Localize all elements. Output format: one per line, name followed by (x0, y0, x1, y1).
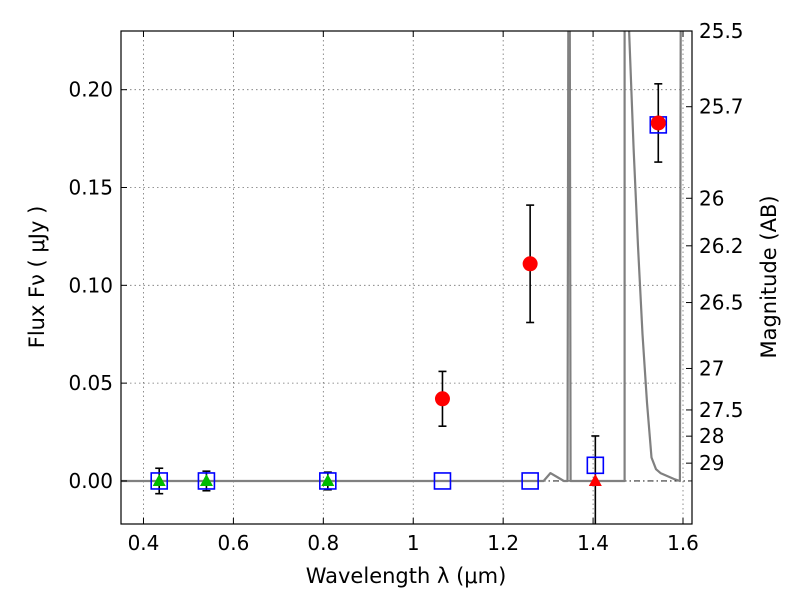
y-tick-label: 0.15 (68, 176, 113, 200)
plot-frame (120, 30, 693, 525)
mag-tick-label: 29 (699, 451, 724, 475)
data-points (150, 83, 668, 524)
model-photometry-point (433, 472, 452, 490)
x-tick-label: 0.4 (128, 531, 160, 555)
x-tick-label: 0.8 (307, 531, 339, 555)
model-curve (121, 31, 682, 483)
y-axis-label: Flux Fν ( μJy ) (25, 206, 49, 349)
mag-tick-label: 26 (699, 186, 724, 210)
model-curve-line (121, 31, 682, 483)
detection-point (434, 391, 450, 407)
x-tick-label: 1 (407, 531, 420, 555)
model-photometry-point (319, 472, 337, 490)
y-tick-label: 0.00 (68, 469, 113, 493)
mag-tick-label: 25.7 (699, 95, 744, 119)
upper-limit-point (588, 473, 602, 486)
y-tick-label: 0.10 (68, 273, 113, 297)
model-photometry-point (197, 472, 216, 490)
ticks: 0.4 0.6 0.8 1 1.2 1.4 1.6 0.00 0.05 0.10 0.15 0.20 2… (68, 19, 743, 555)
model-photometry-point (150, 472, 169, 490)
x-tick-label: 0.6 (217, 531, 249, 555)
upper-limit-point (321, 473, 335, 486)
detection-point (522, 256, 538, 272)
detection-point (650, 115, 666, 131)
y-tick-label: 0.20 (68, 78, 113, 102)
mag-tick-label: 25.5 (699, 19, 744, 43)
mag-tick-label: 28 (699, 424, 724, 448)
model-photometry-point (586, 456, 605, 475)
x-tick-label: 1.2 (487, 531, 519, 555)
model-photometry-point (521, 472, 539, 490)
y2-axis-label: Magnitude (AB) (757, 195, 781, 358)
mag-tick-label: 27 (699, 356, 724, 380)
y-tick-label: 0.05 (68, 371, 113, 395)
x-axis-label: Wavelength λ (μm) (306, 564, 507, 588)
mag-tick-label: 26.2 (699, 234, 744, 258)
grid (121, 31, 692, 524)
mag-tick-label: 26.5 (699, 291, 744, 315)
mag-tick-label: 27.5 (699, 398, 744, 422)
upper-limit-point (152, 473, 166, 486)
plot-background (121, 31, 692, 524)
x-tick-label: 1.4 (577, 531, 609, 555)
x-tick-label: 1.6 (667, 531, 699, 555)
upper-limit-point (199, 473, 213, 486)
